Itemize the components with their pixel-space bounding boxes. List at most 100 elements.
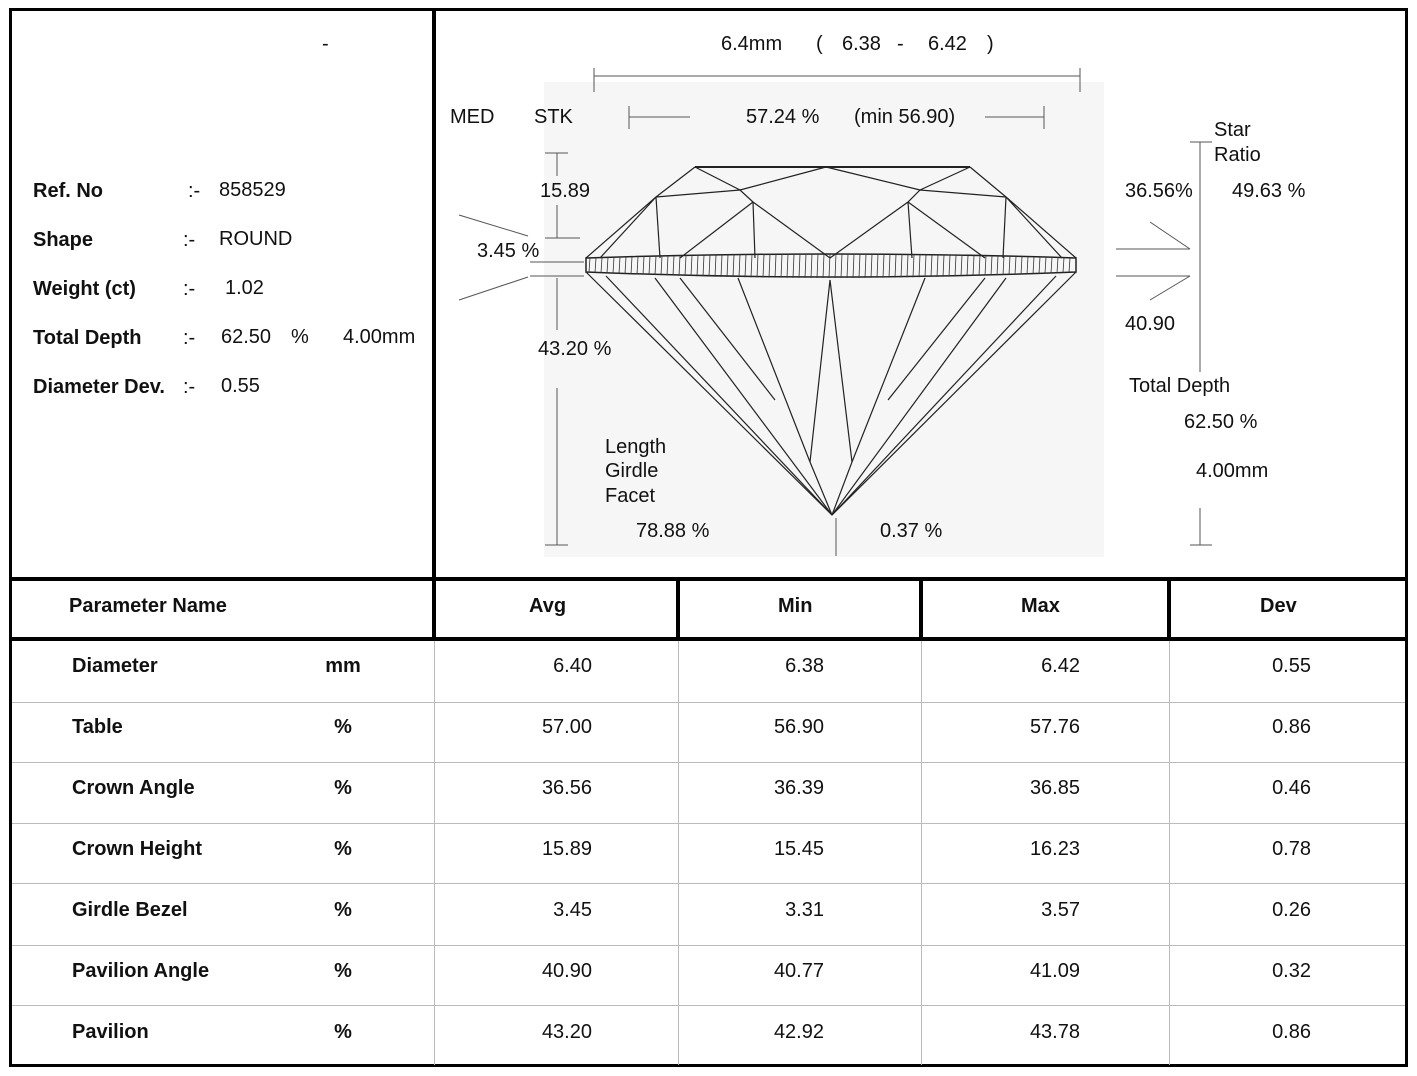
row-min: 3.31 [785,899,824,921]
row-dev: 0.55 [1272,655,1311,677]
girdle-hatch-line [930,254,933,277]
row-unit: % [334,1021,352,1043]
diagram-pavilion-depth: 43.20 % [538,338,612,360]
section-divider [9,577,1408,581]
row-dev: 0.86 [1272,716,1311,738]
diagram-length-line3: Facet [605,485,656,507]
diagram-diameter-max: 6.42 [928,33,967,55]
diagram-total-depth-label: Total Depth [1129,375,1231,397]
diagram-table-pct: 57.24 % [746,106,820,128]
girdle-hatch-line [1014,256,1017,275]
info-depth-mm: 4.00mm [343,326,416,348]
info-depth-percent: % [291,326,309,348]
girdle-hatch-line [882,254,885,278]
girdle-hatch-line [624,256,627,274]
girdle-hatch-line [606,257,609,274]
girdle-hatch-line [978,255,981,276]
girdle-hatch-line [834,253,837,279]
girdle-hatch-line [942,254,945,277]
diagram-crown-angle: 36.56% [1125,180,1193,202]
row-avg: 3.45 [553,899,592,921]
girdle-hatch-line [792,254,795,278]
girdle-hatch-line [984,255,987,276]
girdle-hatch-line [588,257,591,273]
diagram-total-depth-mm: 4.00mm [1196,460,1269,482]
info-label-shape: Shape [33,229,94,251]
diagram-lgf-pct: 78.88 % [636,520,710,542]
row-unit: % [334,777,352,799]
girdle-hatch-line [714,254,717,277]
row-max: 41.09 [1029,960,1080,982]
row-divider [12,702,1405,703]
info-sep-diamdev: :- [183,376,196,398]
row-parameter-name: Crown Height [72,838,202,860]
girdle-hatch-line [1044,257,1047,274]
girdle-hatch-line [768,254,771,278]
info-value-weight: 1.02 [225,277,264,299]
body-col-divider [1169,641,1170,1065]
girdle-hatch-line [840,253,843,279]
row-unit: % [334,899,352,921]
girdle-hatch-line [918,254,921,278]
girdle-hatch-line [900,254,903,278]
row-dev: 0.32 [1272,960,1311,982]
girdle-hatch-line [1068,257,1071,273]
girdle-hatch-line [990,255,993,276]
row-divider [12,883,1405,884]
girdle-hatch-line [870,254,873,278]
info-value-depth: 62.50 [221,326,272,348]
body-col-divider [678,641,679,1065]
row-avg: 40.90 [541,960,592,982]
diagram-girdle-med: MED [450,106,495,128]
row-parameter-name: Crown Angle [72,777,195,799]
diagram-girdle-bezel: 3.45 % [477,240,540,262]
girdle-hatch-line [732,254,735,278]
girdle-hatch-line [1008,256,1011,275]
girdle-hatch-line [828,253,831,279]
row-dev: 0.86 [1272,1021,1311,1043]
row-unit: % [334,716,352,738]
girdle-hatch-line [690,255,693,277]
girdle-hatch-line [696,255,699,277]
girdle-hatch-line [996,255,999,276]
girdle-hatch-line [798,254,801,278]
girdle-hatch-line [636,256,639,275]
diagram-length-line2: Girdle [605,460,659,482]
report-frame [9,8,1408,1067]
girdle-hatch-line [894,254,897,278]
row-divider [12,1005,1405,1006]
girdle-hatch-line [672,255,675,276]
girdle-hatch-line [756,254,759,278]
row-unit: mm [325,655,361,677]
girdle-hatch-line [780,254,783,278]
row-min: 15.45 [773,838,824,860]
header-col-divider [432,580,436,640]
girdle-hatch-line [1038,256,1041,274]
diagram-total-depth-pct: 62.50 % [1184,411,1258,433]
girdle-hatch-line [678,255,681,276]
girdle-hatch-line [936,254,939,277]
row-avg: 57.00 [541,716,592,738]
row-divider [12,762,1405,763]
row-dev: 0.26 [1272,899,1311,921]
row-parameter-name: Pavilion [72,1021,149,1043]
girdle-hatch-line [1002,255,1005,276]
diagram-table-min: (min 56.90) [854,106,956,128]
girdle-hatch-line [726,254,729,277]
diagram-crown-height: 15.89 [540,180,591,202]
girdle-hatch-line [708,254,711,277]
girdle-hatch-line [1032,256,1035,274]
girdle-hatch-line [966,255,969,277]
row-parameter-name: Pavilion Angle [72,960,210,982]
info-sep-shape: :- [183,229,196,251]
girdle-hatch-line [702,255,705,277]
girdle-hatch-line [816,253,819,278]
header-col-divider [919,580,923,640]
header-dash: - [322,33,329,55]
girdle-hatch-line [960,255,963,277]
girdle-hatch-line [684,255,687,276]
info-label-depth: Total Depth [33,327,142,349]
girdle-hatch-line [972,255,975,276]
row-max: 3.57 [1041,899,1080,921]
girdle-hatch-line [858,254,861,278]
